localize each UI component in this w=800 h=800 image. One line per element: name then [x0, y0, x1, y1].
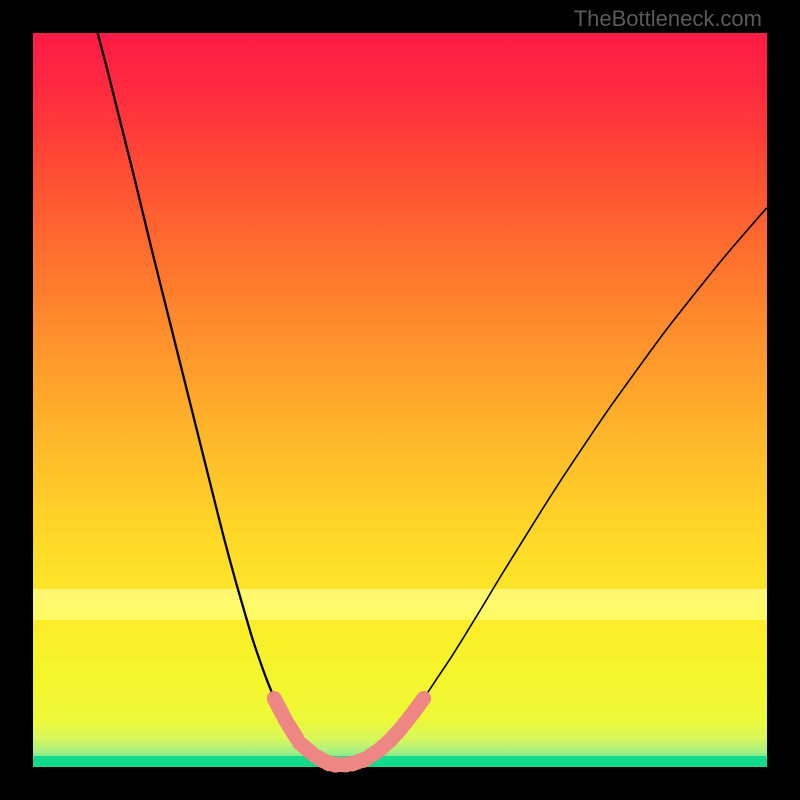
chart-plot-area — [33, 33, 767, 767]
curve-markers-group — [264, 688, 434, 775]
chart-curves-layer — [33, 33, 767, 767]
curve-left — [98, 33, 333, 764]
curve-right — [332, 208, 767, 765]
watermark-text: TheBottleneck.com — [574, 6, 762, 32]
